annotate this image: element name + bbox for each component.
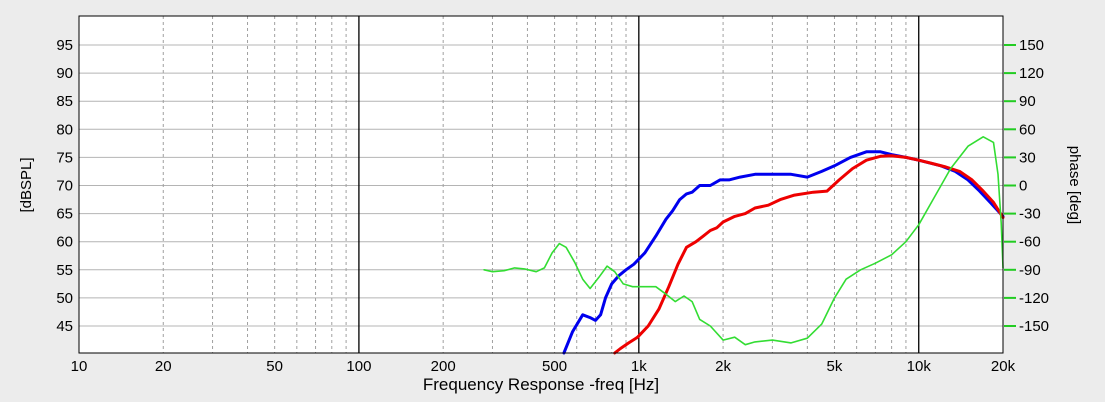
plot-frame [78,15,1004,354]
right-tick-label: 90 [1019,93,1036,110]
left-tick-label: 45 [56,318,73,335]
right-tick-label: 150 [1019,37,1044,54]
x-tick-label: 2k [715,358,731,375]
x-tick-label: 1k [631,358,647,375]
left-tick-label: 55 [56,262,73,279]
x-tick-label: 100 [346,358,371,375]
x-tick-label: 10 [71,358,88,375]
green-phase-curve [483,136,1004,346]
x-tick-label: 200 [431,358,456,375]
right-tick-label: 30 [1019,149,1036,166]
right-tick-label: -30 [1019,206,1041,223]
left-tick-label: 60 [56,234,73,251]
left-tick-label: 50 [56,290,73,307]
left-axis-label: [dBSPL] [18,157,35,212]
grid [79,16,1003,353]
right-tick-label: -60 [1019,234,1041,251]
x-tick-label: 20 [155,358,172,375]
series-layer [483,136,1005,355]
left-tick-label: 85 [56,93,73,110]
left-tick-label: 65 [56,206,73,223]
left-tick-label: 90 [56,65,73,82]
right-tick-label: 0 [1019,178,1027,195]
right-tick-label: -120 [1019,290,1049,307]
x-tick-label: 5k [827,358,843,375]
x-tick-label: 20k [991,358,1016,375]
left-tick-label: 75 [56,149,73,166]
red-spl-curve [613,154,1005,355]
x-tick-label: 10k [907,358,932,375]
tick-labels: 10 20 50 100 200 500 1k 2k 5k 10k 20k 45 50 55 60 65 70 7… [56,37,1049,375]
right-tick-label: -90 [1019,262,1041,279]
right-tick-label: 120 [1019,65,1044,82]
plot-area [79,16,1003,353]
left-tick-label: 80 [56,121,73,138]
left-tick-label: 95 [56,37,73,54]
right-tick-label: 60 [1019,121,1036,138]
x-tick-label: 50 [266,358,283,375]
right-tick-label: -150 [1019,318,1049,335]
left-tick-label: 70 [56,178,73,195]
x-axis-label: Frequency Response -freq [Hz] [423,375,659,394]
right-axis-label: phase [deg] [1066,146,1083,224]
x-tick-label: 500 [542,358,567,375]
